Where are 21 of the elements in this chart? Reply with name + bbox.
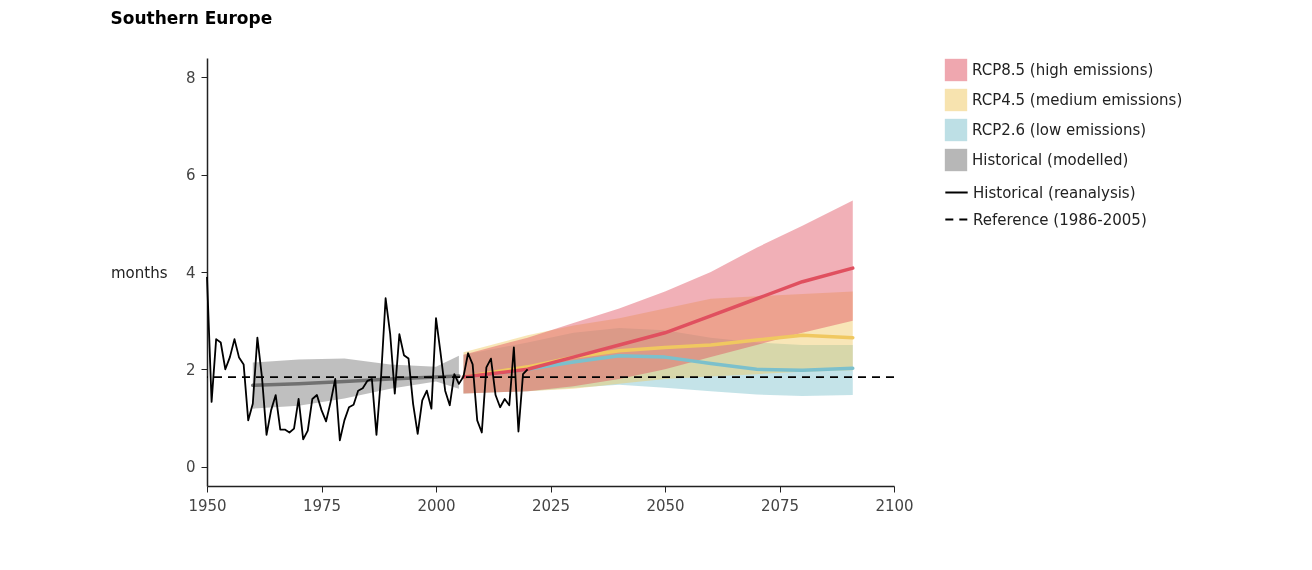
legend-label: RCP8.5 (high emissions) [972, 61, 1154, 79]
x-tick-label: 2075 [760, 496, 800, 515]
y-tick-label: 0 [185, 458, 196, 477]
legend-label: Historical (modelled) [972, 151, 1129, 169]
x-tick-label: 1975 [302, 496, 342, 515]
y-tick-label: 6 [185, 166, 196, 185]
y-axis-title: months [111, 263, 168, 282]
line-series [461, 266, 855, 379]
legend-label: Historical (reanalysis) [973, 183, 1136, 202]
legend-label: Reference (1986-2005) [973, 210, 1147, 229]
x-tick-label: 2100 [875, 496, 914, 515]
x-tick-label: 2000 [417, 496, 456, 515]
y-tick-label: 4 [185, 263, 196, 282]
chart-title: Southern Europe [110, 8, 273, 28]
legend-label: RCP2.6 (low emissions) [972, 121, 1147, 139]
y-tick-label: 8 [185, 68, 196, 87]
x-tick-label: 2050 [646, 496, 685, 515]
x-tick-label: 2025 [531, 496, 571, 515]
x-tick-label: 1950 [188, 496, 227, 515]
legend-label: RCP4.5 (medium emissions) [972, 91, 1183, 109]
y-tick-label: 2 [185, 360, 196, 379]
